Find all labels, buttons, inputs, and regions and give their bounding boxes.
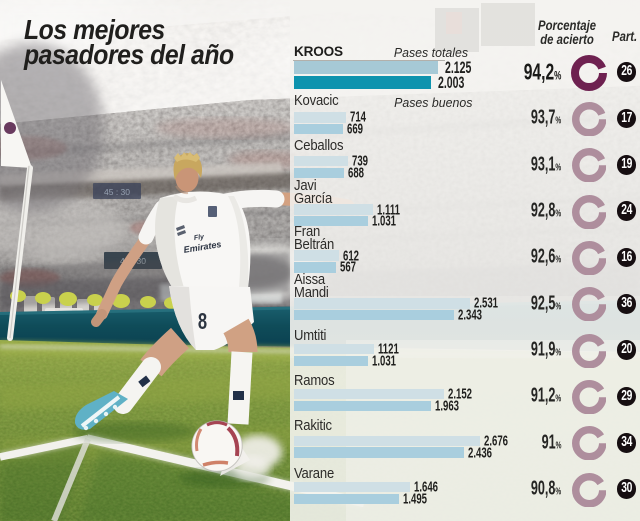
svg-text:Fly: Fly bbox=[193, 233, 205, 242]
svg-text:8: 8 bbox=[198, 309, 207, 334]
svg-text:45 : 30: 45 : 30 bbox=[104, 187, 130, 197]
